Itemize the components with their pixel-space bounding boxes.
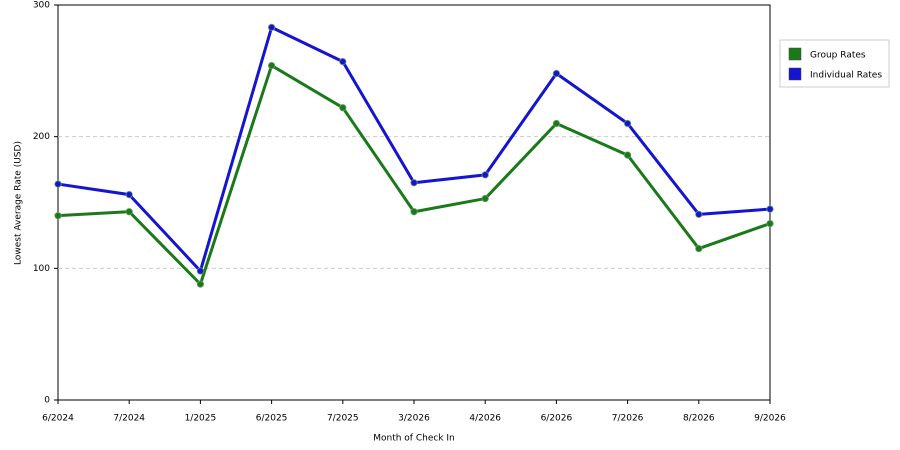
data-point <box>410 208 418 216</box>
data-point <box>410 179 418 187</box>
x-tick-label: 8/2026 <box>683 414 715 424</box>
series-line <box>57 64 771 286</box>
data-point <box>339 58 347 66</box>
data-point <box>54 180 62 188</box>
legend-label: Individual Rates <box>810 71 882 81</box>
y-axis-label: Lowest Average Rate (USD) <box>14 141 24 265</box>
y-tick-label: 100 <box>33 264 50 274</box>
data-point <box>481 171 489 179</box>
y-tick-label: 300 <box>33 1 50 11</box>
x-tick-label: 7/2025 <box>327 414 359 424</box>
data-point <box>552 119 561 128</box>
data-point <box>766 219 774 228</box>
x-tick-label: 4/2026 <box>469 414 501 424</box>
legend-swatch <box>788 67 802 81</box>
data-point <box>695 210 703 218</box>
x-tick-label: 7/2024 <box>113 414 145 424</box>
x-tick-label: 6/2026 <box>541 414 573 424</box>
data-point <box>481 194 489 203</box>
x-tick-label: 9/2026 <box>754 414 786 424</box>
data-point <box>766 205 774 213</box>
data-point <box>695 244 703 253</box>
data-point <box>54 212 62 220</box>
data-point <box>125 191 133 199</box>
legend-swatch <box>788 47 802 61</box>
series-line <box>57 25 771 273</box>
x-tick-label: 1/2025 <box>185 414 217 424</box>
data-point <box>623 151 632 159</box>
legend-label: Group Rates <box>810 51 866 61</box>
y-tick-label: 0 <box>44 396 50 406</box>
x-tick-label: 6/2024 <box>42 414 74 424</box>
x-tick-label: 3/2026 <box>398 414 430 424</box>
data-point <box>125 208 133 216</box>
data-point <box>267 61 276 70</box>
data-point <box>552 69 561 78</box>
data-point <box>196 267 204 275</box>
x-axis-label: Month of Check In <box>373 434 455 444</box>
data-point <box>196 280 204 288</box>
y-tick-label: 200 <box>33 132 50 142</box>
x-tick-label: 7/2026 <box>612 414 644 424</box>
data-point <box>623 119 632 128</box>
data-point <box>267 23 276 31</box>
data-point <box>339 104 347 112</box>
x-tick-label: 6/2025 <box>256 414 288 424</box>
